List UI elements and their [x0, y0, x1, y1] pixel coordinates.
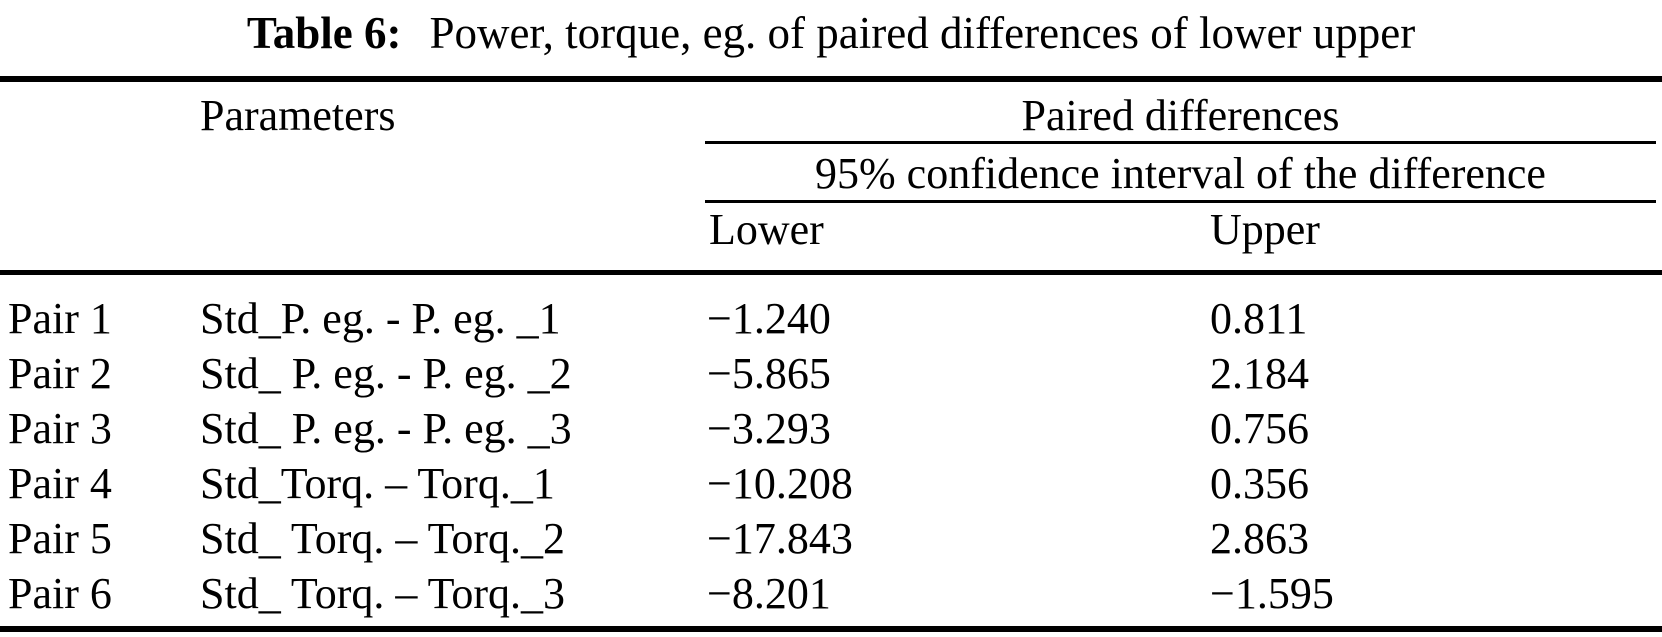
- cell-parameter: Std_ P. eg. - P. eg. _3: [200, 404, 572, 453]
- cell-upper-value: −1.595: [1210, 569, 1334, 618]
- table-row: Pair 1 Std_P. eg. - P. eg. _1 −1.240 0.8…: [0, 291, 1662, 346]
- cell-lower-value: −1.240: [707, 294, 831, 343]
- table-row: Pair 2 Std_ P. eg. - P. eg. _2 −5.865 2.…: [0, 346, 1662, 401]
- cell-pair-label: Pair 2: [8, 349, 112, 398]
- cell-lower-value: −3.293: [707, 404, 831, 453]
- column-header-paired-differences: Paired differences: [1021, 91, 1340, 140]
- table-row: Pair 6 Std_ Torq. – Torq._3 −8.201 −1.59…: [0, 566, 1662, 621]
- table-caption-label: Table 6:: [246, 8, 402, 58]
- table-caption: Table 6: Power, torque, eg. of paired dif…: [0, 4, 1662, 62]
- table-row: Pair 5 Std_ Torq. – Torq._2 −17.843 2.86…: [0, 511, 1662, 566]
- cell-parameter: Std_Torq. – Torq._1: [200, 459, 555, 508]
- cell-upper-value: 2.863: [1210, 514, 1309, 563]
- cell-pair-label: Pair 6: [8, 569, 112, 618]
- cell-parameter: Std_P. eg. - P. eg. _1: [200, 294, 561, 343]
- cell-upper-value: 0.756: [1210, 404, 1309, 453]
- table-caption-text: Power, torque, eg. of paired differences…: [429, 8, 1416, 58]
- cell-lower-value: −10.208: [707, 459, 853, 508]
- mid-rule: [0, 270, 1662, 275]
- cell-pair-label: Pair 1: [8, 294, 112, 343]
- cell-parameter: Std_ Torq. – Torq._2: [200, 514, 566, 563]
- table-row: Pair 3 Std_ P. eg. - P. eg. _3 −3.293 0.…: [0, 401, 1662, 456]
- column-header-parameters: Parameters: [200, 91, 396, 140]
- cell-pair-label: Pair 3: [8, 404, 112, 453]
- cell-lower-value: −5.865: [707, 349, 831, 398]
- cell-upper-value: 0.356: [1210, 459, 1309, 508]
- cell-lower-value: −8.201: [707, 569, 831, 618]
- bottom-rule: [0, 626, 1662, 632]
- cell-pair-label: Pair 5: [8, 514, 112, 563]
- top-rule: [0, 76, 1662, 82]
- paired-differences-rule: [705, 141, 1656, 144]
- column-header-upper: Upper: [1210, 205, 1320, 254]
- cell-parameter: Std_ P. eg. - P. eg. _2: [200, 349, 572, 398]
- column-header-lower: Lower: [709, 205, 824, 254]
- cell-parameter: Std_ Torq. – Torq._3: [200, 569, 566, 618]
- cell-pair-label: Pair 4: [8, 459, 112, 508]
- table-row: Pair 4 Std_Torq. – Torq._1 −10.208 0.356: [0, 456, 1662, 511]
- confidence-interval-rule: [705, 200, 1656, 203]
- cell-upper-value: 2.184: [1210, 349, 1309, 398]
- cell-upper-value: 0.811: [1210, 294, 1308, 343]
- cell-lower-value: −17.843: [707, 514, 853, 563]
- column-header-confidence-interval: 95% confidence interval of the differenc…: [815, 149, 1546, 198]
